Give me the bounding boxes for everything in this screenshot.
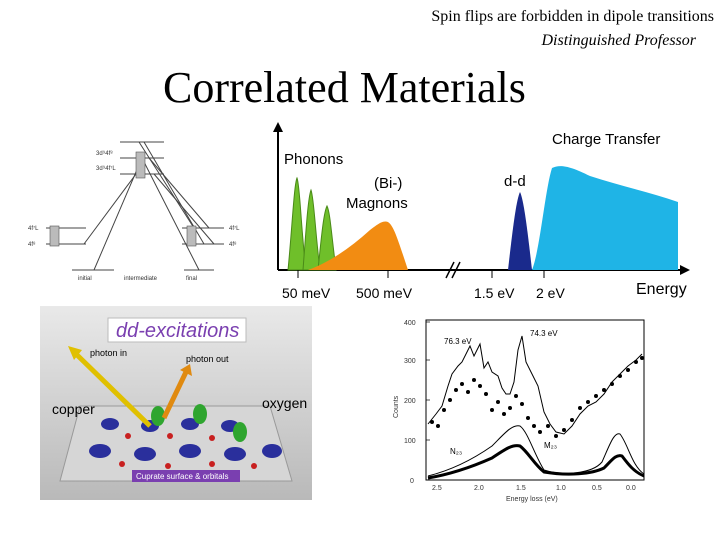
x-tick: 1.5 bbox=[516, 485, 526, 492]
x-tick: 2.5 bbox=[432, 485, 442, 492]
oxygen-label: oxygen bbox=[262, 395, 307, 411]
phonon-peak bbox=[317, 204, 337, 271]
dd-excitations-illustration: dd-excitations photon in photon out copp… bbox=[40, 306, 312, 500]
axis-title: Energy bbox=[636, 281, 687, 298]
level-label: 4f⁸ bbox=[28, 241, 36, 248]
rixs-plot: 0 100 200 300 400 Counts 76.3 eV 74.3 eV… bbox=[393, 319, 645, 503]
y-tick: 0 bbox=[410, 478, 414, 485]
y-axis-label: Counts bbox=[393, 395, 400, 418]
tick-label: 1.5 eV bbox=[474, 285, 515, 301]
copper-label: copper bbox=[52, 401, 95, 417]
energy-level-diagram: 3d⁹4f⁸ 3d⁹4f⁷L 4f⁷L 4f⁸ 4f⁷L 4f⁸ initial… bbox=[28, 141, 240, 282]
annotation: 76.3 eV bbox=[444, 337, 472, 346]
tick-label: 50 meV bbox=[282, 285, 331, 301]
phonons-label: Phonons bbox=[284, 151, 343, 168]
slide-title: Correlated Materials bbox=[163, 63, 526, 112]
x-tick: 0.0 bbox=[626, 485, 636, 492]
x-tick: 0.5 bbox=[592, 485, 602, 492]
magnons-label: Magnons bbox=[346, 195, 408, 212]
dd-peak bbox=[508, 192, 532, 270]
stage-label: initial bbox=[78, 276, 92, 282]
annotation: N₂₃ bbox=[450, 447, 462, 456]
charge-transfer-label: Charge Transfer bbox=[552, 131, 660, 148]
author-byline: Distinguished Professor bbox=[541, 32, 696, 49]
x-axis-label: Energy loss (eV) bbox=[506, 496, 558, 503]
dd-panel-title: dd-excitations bbox=[116, 320, 239, 342]
y-tick: 400 bbox=[404, 320, 416, 327]
level-label: 4f⁷L bbox=[28, 225, 39, 232]
dd-panel-caption: Cuprate surface & orbitals bbox=[136, 472, 229, 481]
tick-label: 2 eV bbox=[536, 285, 565, 301]
level-label: 3d⁹4f⁸ bbox=[96, 150, 113, 157]
bi-label: (Bi-) bbox=[374, 175, 402, 192]
stage-label: final bbox=[186, 276, 197, 282]
excitation-spectrum: Phonons (Bi-) Magnons d-d Charge Transfe… bbox=[273, 122, 690, 301]
tick-label: 500 meV bbox=[356, 285, 413, 301]
magnon-peak bbox=[308, 221, 408, 270]
slide-subtitle: Spin flips are forbidden in dipole trans… bbox=[431, 8, 714, 25]
dd-label: d-d bbox=[504, 173, 526, 190]
photon-in-label: photon in bbox=[90, 348, 127, 358]
photon-out-label: photon out bbox=[186, 354, 229, 364]
annotation: 74.3 eV bbox=[530, 329, 558, 338]
stage-label: intermediate bbox=[124, 276, 158, 282]
y-tick: 300 bbox=[404, 358, 416, 365]
y-tick: 100 bbox=[404, 438, 416, 445]
phonon-peak bbox=[302, 188, 321, 271]
level-label: 3d⁹4f⁷L bbox=[96, 165, 116, 172]
level-label: 4f⁸ bbox=[229, 241, 237, 248]
charge-transfer-band bbox=[532, 166, 678, 270]
phonon-peak bbox=[287, 176, 307, 271]
y-tick: 200 bbox=[404, 398, 416, 405]
level-label: 4f⁷L bbox=[229, 225, 240, 232]
x-tick: 2.0 bbox=[474, 485, 484, 492]
x-tick: 1.0 bbox=[556, 485, 566, 492]
annotation: M₂₃ bbox=[544, 441, 557, 450]
